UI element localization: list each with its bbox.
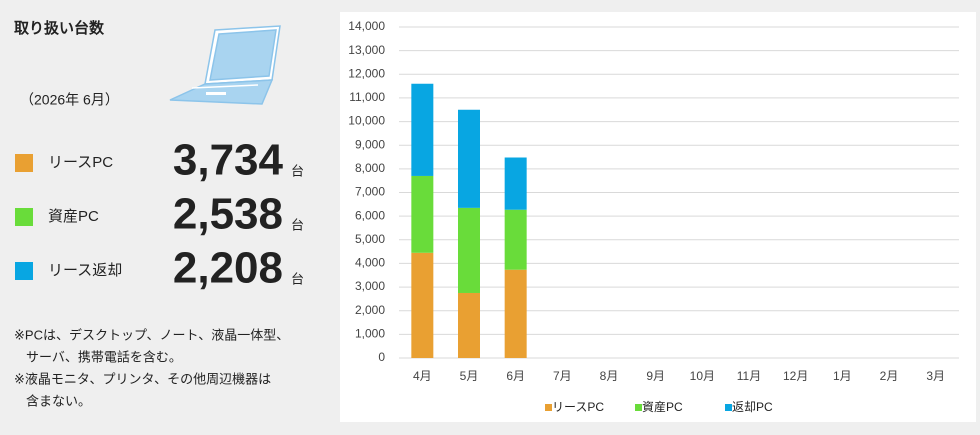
y-tick-label: 7,000 — [355, 185, 385, 199]
legend-swatch — [725, 404, 732, 411]
legend-label: 返却PC — [732, 400, 773, 414]
item-unit: 台 — [291, 217, 304, 232]
item-value: 2,538 — [173, 190, 283, 239]
y-tick-label: 13,000 — [348, 43, 385, 57]
x-tick-label: 8月 — [600, 369, 619, 383]
bar-segment — [504, 209, 527, 270]
x-tick-label: 3月 — [926, 369, 945, 383]
y-tick-label: 5,000 — [355, 232, 385, 246]
panel-title: 取り扱い台数 — [14, 19, 105, 37]
legend-swatch — [15, 208, 33, 226]
note: ※PCは、デスクトップ、ノート、液晶一体型、 — [14, 327, 289, 342]
item-label: 資産PC — [48, 208, 99, 225]
date: （2026年 6月） — [20, 92, 119, 108]
legend-swatch — [15, 262, 33, 280]
note: ※液晶モニタ、プリンタ、その他周辺機器は — [14, 371, 271, 386]
x-tick-label: 12月 — [783, 369, 808, 383]
bar-segment — [411, 83, 434, 176]
x-tick-label: 1月 — [833, 369, 852, 383]
chart-panel — [340, 12, 976, 422]
y-tick-label: 4,000 — [355, 256, 385, 270]
item-unit: 台 — [291, 271, 304, 286]
bar-segment — [504, 157, 527, 210]
item-value: 2,208 — [173, 244, 283, 293]
laptop-icon — [169, 25, 281, 105]
legend-swatch — [635, 404, 642, 411]
note: 含まない。 — [26, 393, 91, 408]
legend-label: 資産PC — [642, 399, 683, 414]
x-tick-label: 2月 — [880, 369, 899, 383]
legend-swatch — [545, 404, 552, 411]
bar-segment — [411, 252, 434, 358]
item-label: リースPC — [48, 154, 113, 171]
x-tick-label: 9月 — [646, 369, 665, 383]
x-tick-label: 5月 — [460, 369, 479, 383]
y-tick-label: 1,000 — [355, 327, 385, 341]
bar-segment — [411, 175, 434, 253]
x-tick-label: 6月 — [506, 369, 525, 383]
y-tick-label: 12,000 — [348, 66, 385, 80]
legend-swatch — [15, 154, 33, 172]
note: サーバ、携帯電話を含む。 — [26, 349, 182, 364]
item-label: リース返却 — [48, 262, 122, 279]
x-tick-label: 4月 — [413, 369, 432, 383]
y-tick-label: 10,000 — [348, 114, 385, 128]
item-unit: 台 — [291, 163, 304, 178]
bar-segment — [504, 269, 527, 358]
x-tick-label: 7月 — [553, 369, 572, 383]
y-tick-label: 9,000 — [355, 137, 385, 151]
y-tick-label: 11,000 — [349, 90, 385, 104]
bar-segment — [458, 292, 480, 358]
y-tick-label: 14,000 — [348, 19, 385, 33]
x-tick-label: 10月 — [690, 369, 715, 383]
y-tick-label: 0 — [378, 350, 385, 364]
bar-segment — [458, 207, 480, 293]
x-tick-label: 11月 — [737, 369, 761, 383]
item-value: 3,734 — [173, 136, 284, 185]
legend-label: リースPC — [552, 400, 604, 414]
y-tick-label: 2,000 — [355, 303, 385, 317]
y-tick-label: 3,000 — [355, 279, 385, 293]
y-tick-label: 8,000 — [355, 161, 385, 175]
y-tick-label: 6,000 — [355, 208, 385, 222]
bar-segment — [458, 109, 480, 208]
